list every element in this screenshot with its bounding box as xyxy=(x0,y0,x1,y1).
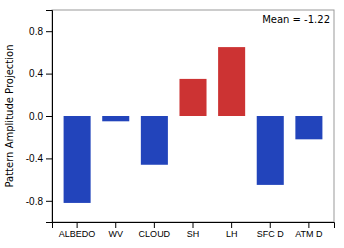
bars xyxy=(64,47,323,203)
y-tick: 0.8 xyxy=(29,26,52,37)
y-axis-title: Pattern Amplitude Projection xyxy=(4,44,15,187)
bar xyxy=(218,47,245,116)
x-tick-mark xyxy=(270,222,271,228)
x-tick-label: WV xyxy=(108,229,123,239)
x-tick-label: LH xyxy=(226,229,238,239)
y-tick-mark xyxy=(46,201,52,202)
y-tick: 0.0 xyxy=(29,111,52,122)
y-tick: -0.4 xyxy=(26,153,52,164)
x-axis: ALBEDO WV CLOUD SH LH SFC D ATM D xyxy=(53,222,335,239)
x-tick-mark xyxy=(115,222,116,228)
x-tick-label: ALBEDO xyxy=(59,229,96,239)
y-tick-label: 0.4 xyxy=(29,68,43,79)
y-tick: 0.4 xyxy=(29,68,52,79)
x-tick-label: CLOUD xyxy=(139,229,171,239)
x-tick-mark xyxy=(308,222,309,228)
y-tick-label: 0.0 xyxy=(29,111,43,122)
x-tick-label: ATM D xyxy=(295,229,323,239)
x-tick: WV xyxy=(108,222,123,239)
plot-area: -0.8-0.40.00.40.8ALBEDOWVCLOUDSHLHSFC DA… xyxy=(26,10,335,239)
y-tick-label: -0.8 xyxy=(26,196,44,207)
x-tick: ATM D xyxy=(295,222,323,239)
x-tick-mark xyxy=(231,222,232,228)
x-tick-mark xyxy=(77,222,78,228)
x-tick-label: SFC D xyxy=(257,229,285,239)
x-tick: CLOUD xyxy=(139,222,171,239)
x-tick-mark xyxy=(193,222,194,228)
y-tick-mark xyxy=(46,31,52,32)
y-tick-mark xyxy=(46,158,52,159)
x-tick: ALBEDO xyxy=(59,222,96,239)
y-axis-line xyxy=(46,11,53,223)
y-tick-label: -0.4 xyxy=(26,153,44,164)
y-tick: -0.8 xyxy=(26,196,52,207)
bar xyxy=(64,116,91,203)
y-axis: -0.8 -0.4 0.0 0.4 0.8 xyxy=(26,11,53,223)
x-tick: SH xyxy=(187,222,200,239)
bar xyxy=(257,116,284,185)
x-axis-line xyxy=(53,223,335,229)
annotation: Mean = -1.22 xyxy=(262,14,330,25)
bar xyxy=(102,116,129,121)
x-tick-label: SH xyxy=(187,229,200,239)
chart: -0.8-0.40.00.40.8ALBEDOWVCLOUDSHLHSFC DA… xyxy=(0,0,344,248)
bar xyxy=(179,79,206,116)
x-tick: LH xyxy=(226,222,238,239)
bar xyxy=(295,116,322,139)
x-tick-mark xyxy=(154,222,155,228)
bar xyxy=(141,116,168,165)
y-tick-mark xyxy=(46,116,52,117)
x-tick: SFC D xyxy=(257,222,285,239)
y-tick-mark xyxy=(46,74,52,75)
y-tick-label: 0.8 xyxy=(29,26,43,37)
plot-frame xyxy=(52,10,334,222)
